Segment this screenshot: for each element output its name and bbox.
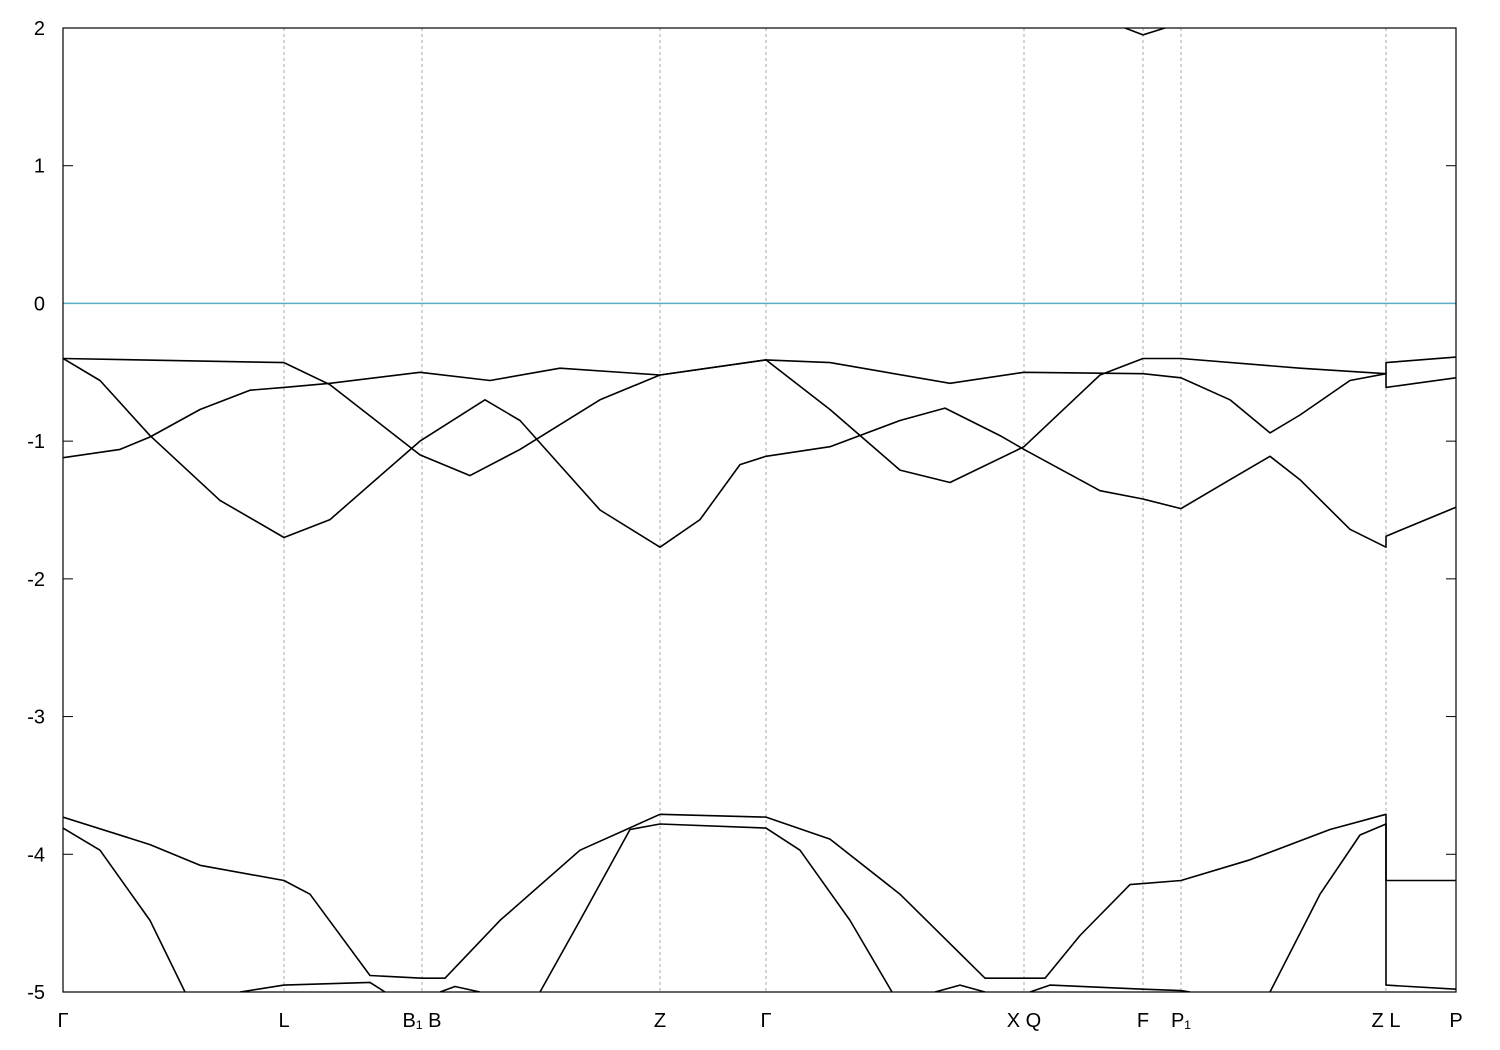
- y-tick-label: 0: [34, 293, 45, 315]
- plot-area: [63, 28, 1456, 992]
- x-tick-label: X Q: [1007, 1010, 1041, 1032]
- band-line: [1124, 28, 1166, 36]
- band-line: [63, 359, 1456, 459]
- x-tick-label: L: [278, 1010, 289, 1032]
- plot-frame: [62, 27, 1457, 993]
- band-line: [63, 356, 1456, 484]
- band-line: [63, 357, 1456, 548]
- y-tick-label: -5: [27, 982, 45, 1004]
- y-tick-label: 2: [34, 18, 45, 40]
- x-tick-label: Γ: [57, 1010, 68, 1032]
- band-line: [239, 981, 1191, 992]
- y-tick-label: 1: [34, 156, 45, 178]
- y-tick-label: -2: [27, 569, 45, 591]
- x-tick-label: Z L: [1372, 1010, 1401, 1032]
- x-tick-label: P₁: [1171, 1010, 1191, 1032]
- x-tick-label: P: [1449, 1010, 1462, 1032]
- y-tick-label: -4: [27, 844, 45, 866]
- x-tick-label: Z: [654, 1010, 666, 1032]
- x-tick-label: F: [1137, 1010, 1149, 1032]
- band-line: [63, 813, 1456, 979]
- y-tick-label: -1: [27, 431, 45, 453]
- band-line: [63, 823, 1456, 992]
- x-tick-label: Γ: [760, 1010, 771, 1032]
- x-tick-label: B₁ B: [403, 1010, 442, 1032]
- y-tick-label: -3: [27, 707, 45, 729]
